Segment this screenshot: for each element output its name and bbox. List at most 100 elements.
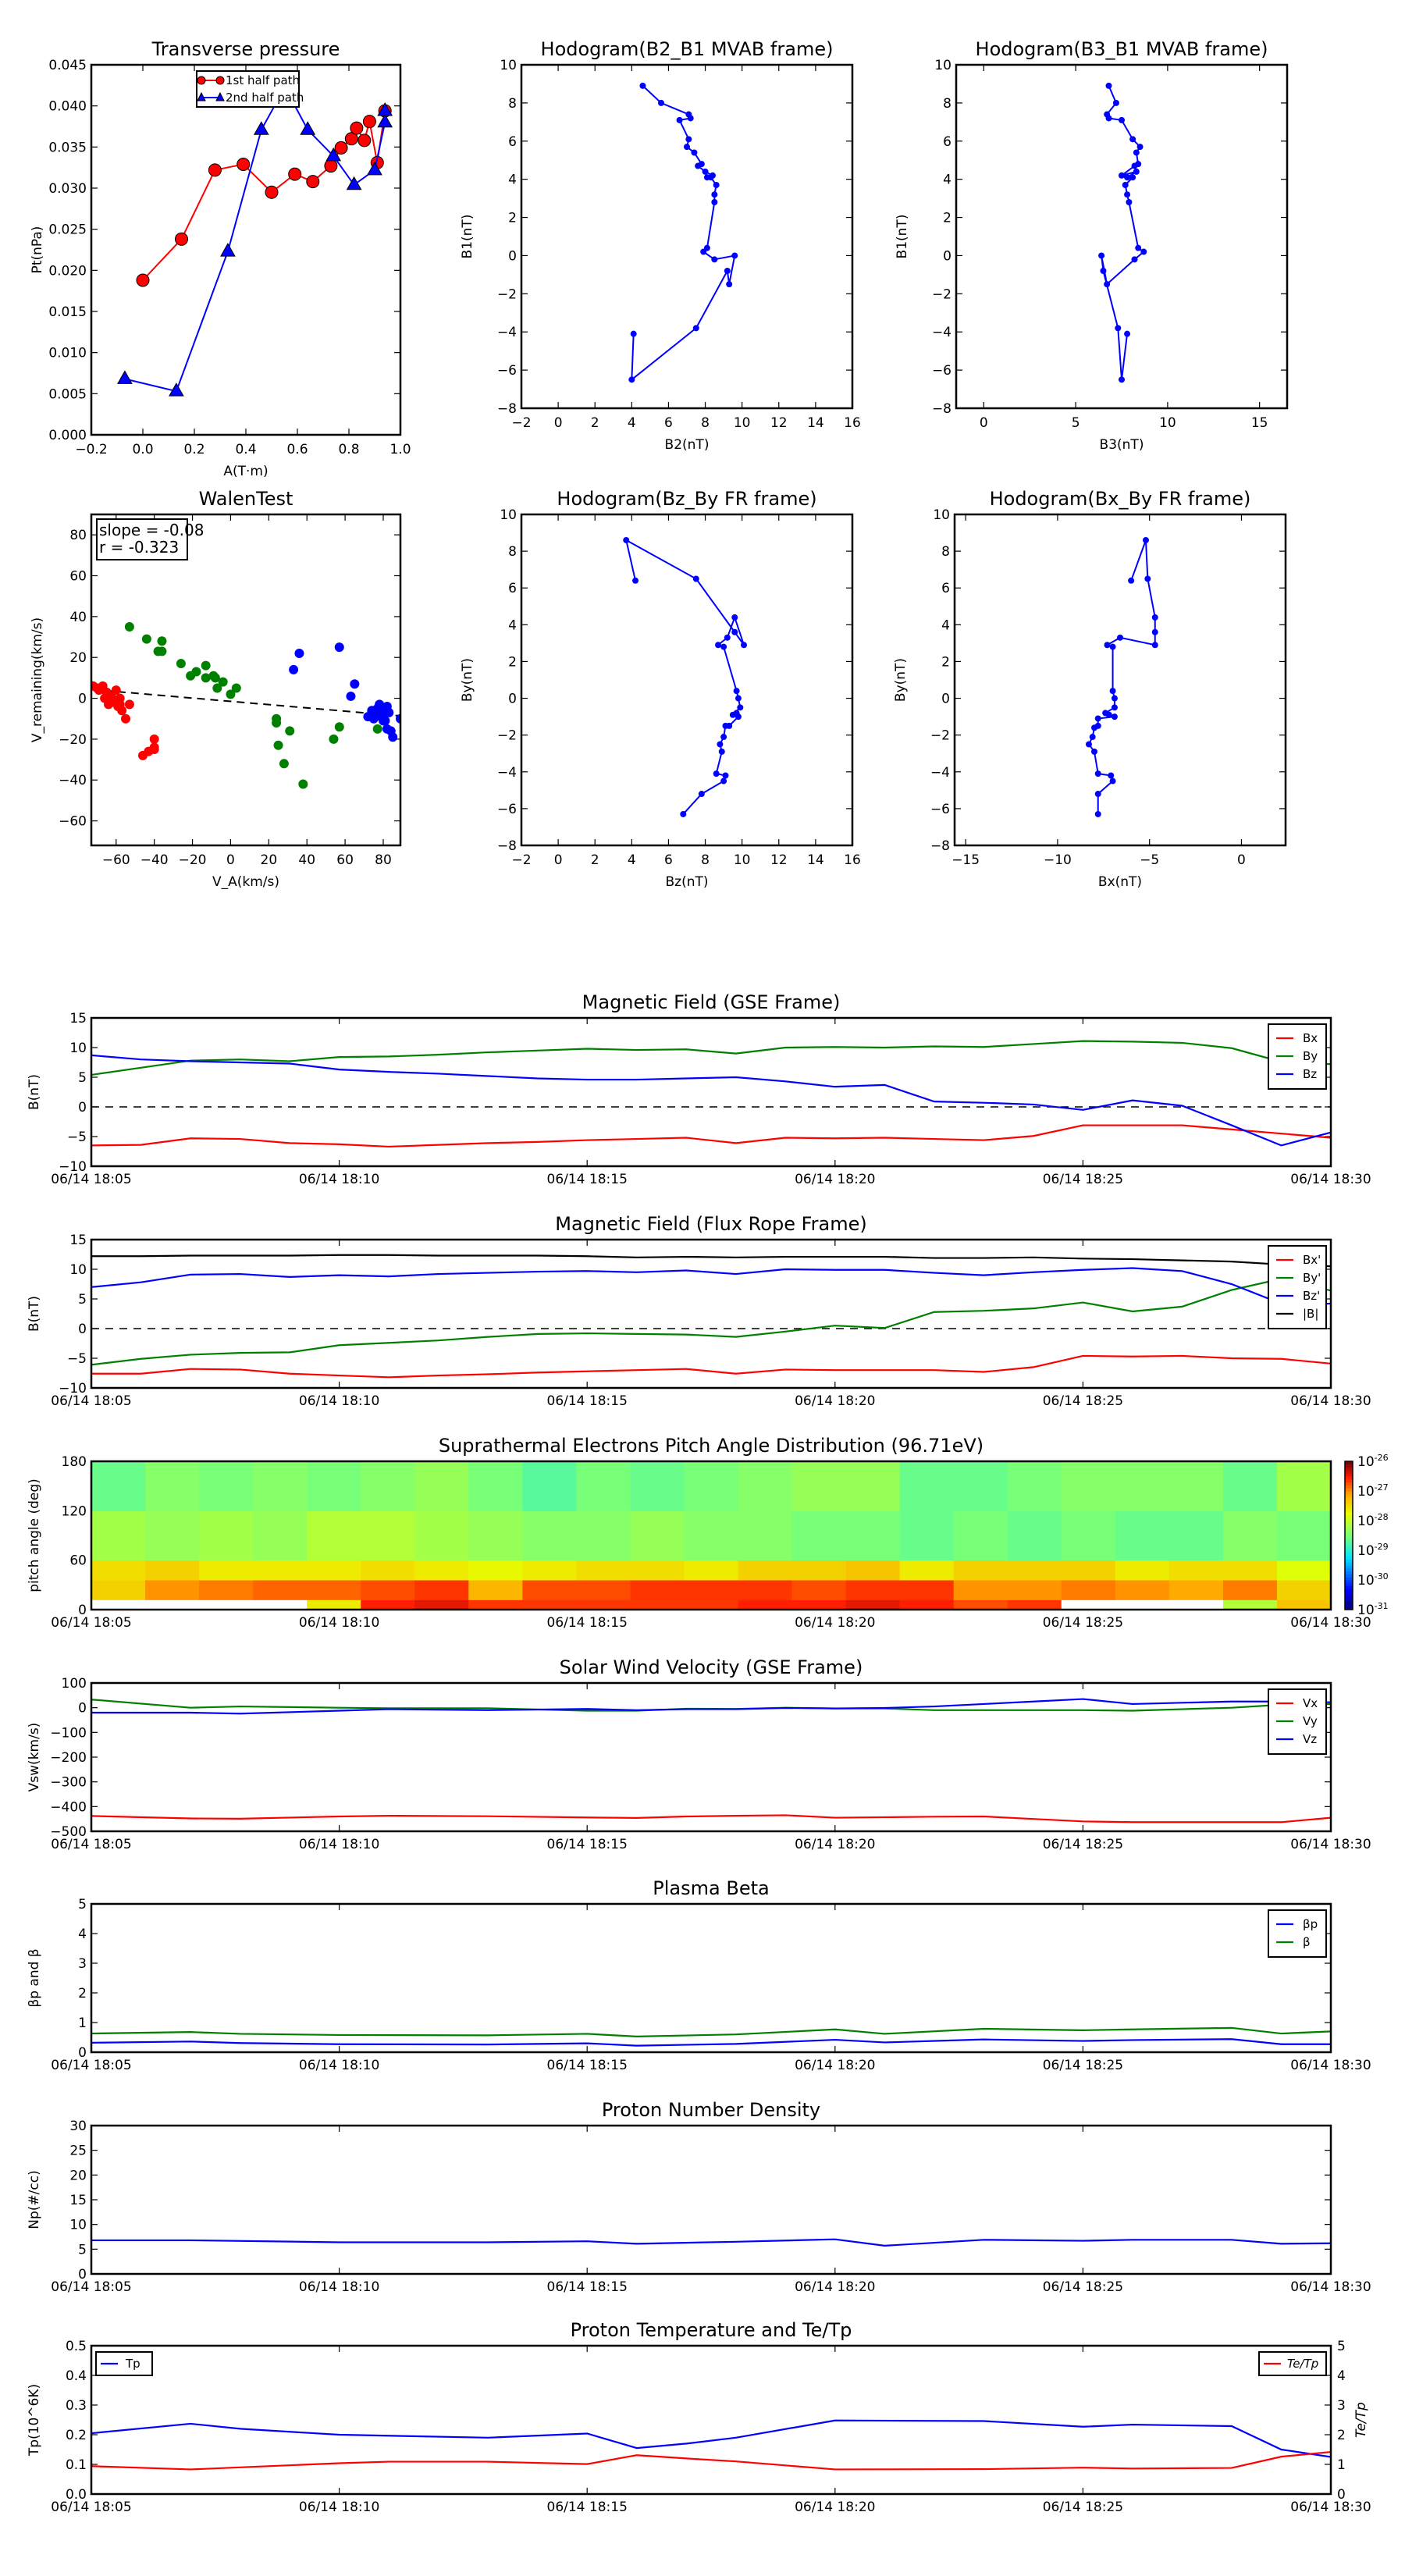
y-tick-label: −4 <box>497 765 517 781</box>
chart-title: Plasma Beta <box>653 1877 769 1899</box>
colorbar-segment <box>1345 1565 1353 1569</box>
x-tick-label: 06/14 18:05 <box>51 1615 131 1631</box>
series-line-- <box>91 2026 1331 2037</box>
heatmap-cell <box>1168 1461 1224 1511</box>
x-tick-label: 0.8 <box>338 442 359 457</box>
y-tick-label: 4 <box>78 1927 87 1942</box>
x-tick-label: 10 <box>734 852 751 868</box>
y-tick-label: 0.015 <box>48 304 87 320</box>
legend-label: Vx <box>1303 1696 1318 1710</box>
legend: βp β <box>1268 1909 1327 1958</box>
colorbar-segment <box>1345 1464 1353 1468</box>
heatmap-cell <box>1276 1461 1331 1511</box>
x-tick-label: −60 <box>102 852 130 868</box>
chart-title: Proton Temperature and Te/Tp <box>571 2319 852 2341</box>
data-point <box>1131 256 1138 263</box>
x-tick-label: 06/14 18:25 <box>1043 1837 1123 1852</box>
heatmap-cell <box>684 1599 739 1610</box>
x-tick-label: 06/14 18:20 <box>795 1172 875 1187</box>
heatmap-cell <box>576 1560 631 1581</box>
heatmap-cell <box>1007 1461 1062 1511</box>
data-point <box>1109 777 1116 785</box>
heatmap-cell <box>576 1599 631 1610</box>
colorbar-tick-label: 10-26 <box>1357 1453 1389 1470</box>
heatmap-cell <box>1222 1580 1278 1600</box>
heatmap-cell <box>953 1560 1008 1581</box>
data-point <box>279 759 289 769</box>
series-line-Te-Tp <box>91 2450 1331 2471</box>
heatmap-cell <box>468 1461 523 1511</box>
heatmap-cell <box>414 1560 469 1581</box>
colorbar-segment <box>1345 1577 1353 1581</box>
y-tick-label: 20 <box>69 650 87 666</box>
legend-label: Vy <box>1303 1714 1318 1728</box>
heatmap-cell <box>91 1560 146 1581</box>
colorbar-segment <box>1345 1526 1353 1530</box>
series-line-Bx- <box>91 1354 1331 1379</box>
x-tick-label: 16 <box>844 415 861 431</box>
colorbar-segment <box>1345 1544 1353 1548</box>
data-point <box>362 115 376 129</box>
data-point <box>623 536 630 543</box>
data-point <box>731 628 738 635</box>
legend: Bx By Bz <box>1268 1023 1327 1090</box>
heatmap-cell <box>738 1510 793 1561</box>
data-point <box>722 772 729 779</box>
colorbar-segment <box>1345 1600 1353 1604</box>
heatmap-cell <box>845 1580 901 1600</box>
data-point <box>1104 281 1111 288</box>
chart-hodogram-bx-by: Hodogram(Bx_By FR frame) −15 −10 −5 0 −8 −6 −4 −… <box>893 488 1287 890</box>
heatmap-cell <box>522 1510 577 1561</box>
y-axis-label: B(nT) <box>27 1296 42 1332</box>
heatmap-cell <box>630 1510 685 1561</box>
colorbar-segment <box>1345 1488 1353 1492</box>
data-point <box>136 273 150 287</box>
x-tick-label: 06/14 18:05 <box>51 1393 131 1409</box>
chart-title: Hodogram(B2_B1 MVAB frame) <box>541 38 834 60</box>
data-point <box>149 734 159 744</box>
plot-area <box>91 2026 1331 2047</box>
data-point <box>380 716 390 726</box>
data-point <box>1094 791 1101 798</box>
colorbar-segment <box>1345 1541 1353 1545</box>
y-tick-label: 6 <box>943 134 951 150</box>
colorbar-segment <box>1345 1538 1353 1542</box>
chart-transverse-pressure: Transverse pressure −0.2 0.0 0.2 0.4 0.6 0.8 1.… <box>30 38 411 479</box>
x-tick-label: 06/14 18:30 <box>1290 2058 1371 2073</box>
y-tick-label: 0.005 <box>48 386 87 402</box>
y-tick-label: 3 <box>78 1956 87 1972</box>
x-tick-label: 12 <box>770 852 788 868</box>
y-tick-label: 4 <box>943 173 951 188</box>
colorbar-segment <box>1345 1500 1353 1503</box>
y-tick-label: −4 <box>932 325 951 340</box>
data-point <box>713 770 720 777</box>
data-point <box>388 732 398 742</box>
y-tick-label: 5 <box>78 2242 87 2258</box>
heatmap-cell <box>791 1599 847 1610</box>
data-point <box>124 621 134 632</box>
data-point <box>285 726 295 736</box>
heatmap-cell <box>522 1461 577 1511</box>
x-tick-label: −40 <box>140 852 169 868</box>
y-tick-label: −2 <box>497 286 517 302</box>
data-point <box>687 115 694 122</box>
heatmap-cell <box>1115 1461 1170 1511</box>
colorbar-segment <box>1345 1523 1353 1528</box>
colorbar-segment <box>1345 1580 1353 1584</box>
y-tick-label: 0.045 <box>48 58 87 73</box>
data-point <box>1129 136 1136 143</box>
heatmap-cell <box>1168 1510 1224 1561</box>
x-tick-label: 0.0 <box>132 442 153 457</box>
heatmap-cell <box>791 1510 847 1561</box>
x-tick-label: 06/14 18:15 <box>547 1393 628 1409</box>
x-tick-label: 06/14 18:20 <box>795 2279 875 2295</box>
colorbar-segment <box>1345 1511 1353 1515</box>
heatmap-cell <box>791 1461 847 1511</box>
data-point <box>1111 713 1118 720</box>
data-point <box>726 281 733 288</box>
legend-label: Bx <box>1303 1031 1318 1045</box>
heatmap-cell <box>199 1560 254 1581</box>
x-tick-label: 06/14 18:05 <box>51 1172 131 1187</box>
x-tick-label: 0.4 <box>235 442 256 457</box>
data-point <box>334 642 344 653</box>
